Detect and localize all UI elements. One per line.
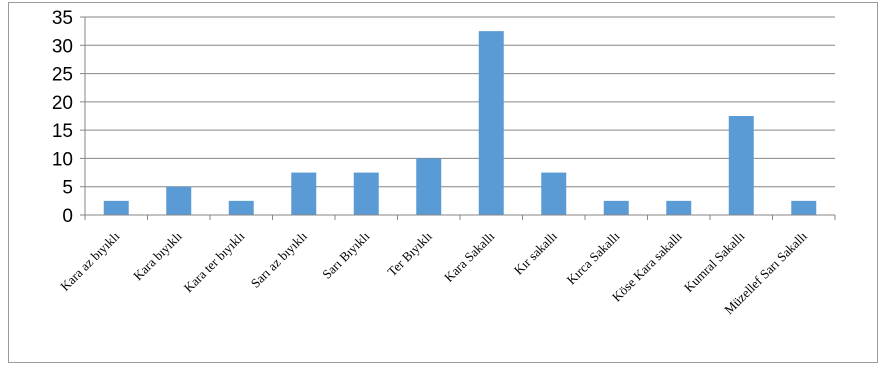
- x-tick-label: Kumral Sakallı: [681, 228, 748, 295]
- y-tick-label: 5: [62, 178, 73, 199]
- bars: [103, 31, 817, 216]
- x-tick-label: Kara bıyıklı: [130, 228, 185, 283]
- y-tick-label: 25: [52, 65, 73, 86]
- x-tick-label: Sarı Bıyıklı: [319, 228, 373, 282]
- x-tick-label: Ter Bıyıklı: [384, 228, 435, 279]
- y-tick-label: 10: [52, 149, 73, 170]
- axes: [80, 16, 836, 220]
- bar: [228, 200, 254, 215]
- y-tick-label: 0: [62, 206, 73, 227]
- x-tick-label: Sarı az bıyıklı: [248, 228, 310, 290]
- y-tick-label: 15: [52, 121, 73, 142]
- x-tick-label: Kara ter bıyıklı: [181, 228, 248, 295]
- x-tick-label: Kara az bıyıklı: [57, 228, 123, 294]
- bar: [603, 200, 629, 215]
- bar: [166, 186, 192, 215]
- bar: [728, 116, 754, 215]
- bar: [291, 172, 317, 215]
- y-tick-label: 35: [52, 8, 73, 29]
- y-tick-label: 30: [52, 36, 73, 57]
- bar: [791, 200, 817, 215]
- y-tick-label: 20: [52, 93, 73, 114]
- gridlines: [85, 16, 835, 188]
- bar: [541, 172, 567, 215]
- bar: [666, 200, 692, 215]
- bar: [353, 172, 379, 215]
- x-tick-label: Kara Sakallı: [441, 228, 498, 285]
- x-tick-label: Kırca Sakallı: [564, 228, 623, 287]
- y-tick-labels: 0 5 10 15 20 25 30 35: [52, 8, 73, 227]
- bar: [478, 31, 504, 216]
- x-tick-label: Kır sakallı: [511, 228, 560, 277]
- bar: [416, 158, 442, 215]
- bar: [103, 200, 129, 215]
